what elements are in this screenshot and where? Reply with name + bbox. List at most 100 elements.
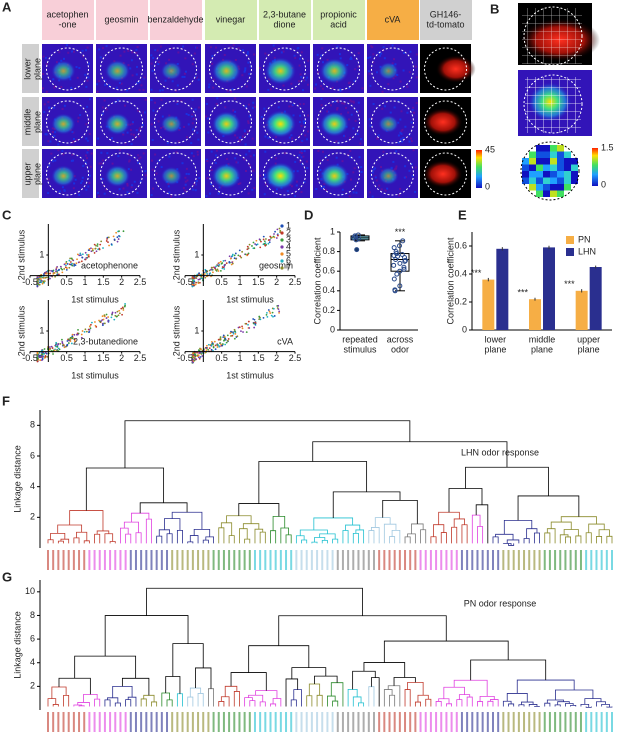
dendrogram-link [545,703,550,706]
heat-cell [536,171,543,178]
dendrogram-link [229,536,234,544]
speckle [152,169,154,171]
speckle [307,84,309,86]
y-axis-label: 2nd stimulus [171,229,181,280]
speckle [359,156,361,158]
dendrogram-link [317,695,322,706]
legend-label: PN [578,234,591,244]
speckle [264,53,266,55]
heat-cell [536,184,543,191]
speckle [261,116,263,118]
speckle [349,137,351,139]
speckle [320,85,322,87]
speckle [304,134,306,136]
leaf-label [575,550,577,570]
speckle [97,91,99,93]
dendrogram-link [259,461,367,503]
speckle [191,152,193,154]
speckle [353,102,355,104]
dendrogram-link [124,522,138,533]
scatter-dot [49,346,51,348]
speckle [212,87,214,89]
legend-dot [280,224,283,227]
response-blob [212,58,242,84]
dendrogram-link [286,535,291,543]
speckle [97,138,99,140]
speckle [403,70,405,72]
y-axis-label: Correlation coefficient [445,237,455,324]
speckle [284,152,286,154]
dendrogram-link [462,525,467,544]
scatter-dot [247,246,249,248]
speckle [44,103,46,105]
x-axis-label: 1st stimulus [226,370,274,380]
speckle [168,59,170,61]
scatter-dot [258,316,260,318]
scatter-dot [95,248,97,250]
leaf-label [476,712,478,732]
leaf-label [166,550,168,570]
leaf-label [508,712,510,732]
speckle [376,180,378,182]
speckle [59,190,61,192]
leaf-label [264,550,266,570]
dendrogram-link [527,529,537,539]
leaf-label [523,712,525,732]
scatter-dot [123,230,125,232]
dendrogram-link [309,684,319,696]
dendrogram-link [320,534,336,539]
y-tick-label: 0.6 [454,240,467,250]
leaf-label [135,712,137,732]
dendrogram-link [433,525,443,537]
plane-text: upper [22,162,32,185]
leaf-label [342,550,344,570]
dendrogram-link [405,690,410,707]
scatter-dot [69,258,71,260]
scatter-dot [228,261,230,263]
speckle [322,88,324,90]
scatter-dot [228,338,230,340]
leaf-label [223,550,225,570]
speckle [303,103,305,105]
leaf-label [57,550,59,570]
speckle [301,140,303,142]
speckle [211,55,213,57]
dendrogram-link [444,687,465,699]
scatter-dot [276,228,278,230]
speckle [82,177,84,179]
speckle [372,196,374,198]
leaf-label [373,712,375,732]
scatter-dot [55,268,57,270]
x-tick-label: 2.5 [289,277,302,287]
dendrogram-link [296,536,304,544]
speckle [336,157,338,159]
dendrogram-link [147,588,363,616]
scatter-dot [254,323,256,325]
scatter-dot [97,243,99,245]
scatter-dot [67,340,69,342]
leaf-label [135,550,137,570]
leaf-label [487,550,489,570]
scatter-dot [204,277,206,279]
speckle [381,188,383,190]
speckle [380,53,382,55]
odor-label: benzaldehyde [147,14,203,24]
leaf-label [238,712,240,732]
dendrogram-link [255,529,263,543]
dendrogram-link [426,699,431,706]
scatter-dot [215,269,217,271]
dendrogram-link [302,540,307,543]
speckle [381,108,383,110]
dendrogram-link [457,700,462,707]
leaf-label [451,550,453,570]
speckle [234,98,236,100]
leaf-label [585,712,587,732]
leaf-label [539,712,541,732]
x-tick-label: stimulus [343,344,377,354]
y-tick-label: 0.2 [322,305,335,315]
heat-cell [550,171,557,178]
speckle [398,194,400,196]
dendrogram-link [281,528,289,543]
